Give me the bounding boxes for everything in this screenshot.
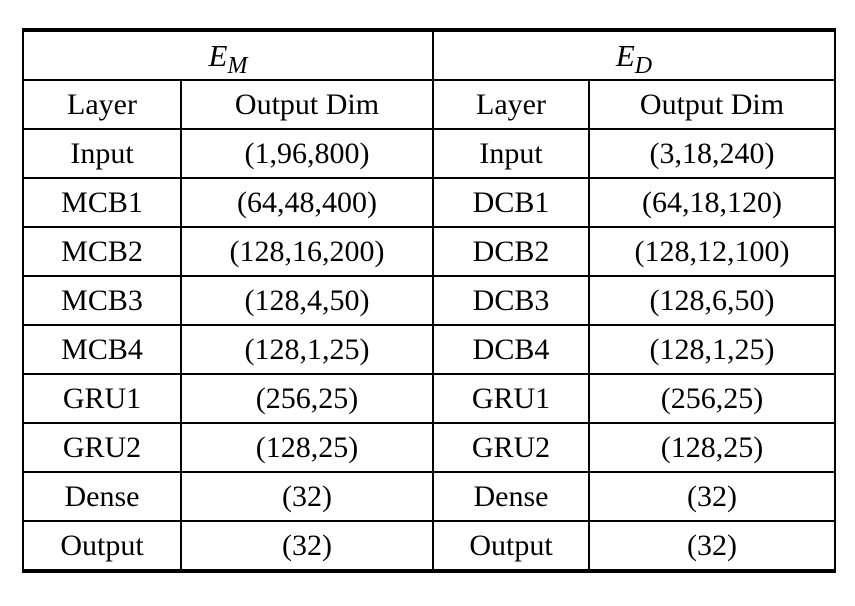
table-row: MCB2 (128,16,200) DCB2 (128,12,100) (22, 226, 836, 277)
table-cell: (32) (180, 471, 434, 522)
encoder-architecture-table: EM ED Layer Output Dim Layer Output Dim … (22, 28, 836, 573)
table-cell: MCB4 (22, 324, 182, 375)
table-cell: Output (432, 520, 590, 572)
table-cell: Dense (22, 471, 182, 522)
table-cell: Dense (432, 471, 590, 522)
table-cell: (64,18,120) (588, 177, 836, 228)
encoder-ed-title: ED (432, 29, 836, 81)
table-cell: Input (22, 128, 182, 179)
table-cell: (128,16,200) (180, 226, 434, 277)
table-cell: (3,18,240) (588, 128, 836, 179)
table-cell: (128,25) (180, 422, 434, 473)
table-cell: GRU2 (22, 422, 182, 473)
table-row: MCB4 (128,1,25) DCB4 (128,1,25) (22, 324, 836, 375)
table-cell: (128,1,25) (588, 324, 836, 375)
table-row: Dense (32) Dense (32) (22, 471, 836, 522)
column-header-layer-right: Layer (432, 79, 590, 130)
table-cell: MCB3 (22, 275, 182, 326)
table-cell: (128,6,50) (588, 275, 836, 326)
table-row: MCB1 (64,48,400) DCB1 (64,18,120) (22, 177, 836, 228)
table-cell: (1,96,800) (180, 128, 434, 179)
table-cell: (32) (180, 520, 434, 572)
table-cell: MCB1 (22, 177, 182, 228)
table-cell: (32) (588, 520, 836, 572)
encoder-ed-sub: D (634, 53, 653, 80)
table-cell: (256,25) (180, 373, 434, 424)
table-cell: (128,4,50) (180, 275, 434, 326)
table-cell: (64,48,400) (180, 177, 434, 228)
encoder-title-row: EM ED (22, 29, 836, 81)
encoder-ed-base: E (615, 38, 635, 73)
table-cell: GRU1 (432, 373, 590, 424)
table-cell: GRU1 (22, 373, 182, 424)
table-row: Output (32) Output (32) (22, 520, 836, 572)
column-header-row: Layer Output Dim Layer Output Dim (22, 79, 836, 130)
table-cell: DCB1 (432, 177, 590, 228)
table-cell: Input (432, 128, 590, 179)
table-cell: (128,25) (588, 422, 836, 473)
table-cell: GRU2 (432, 422, 590, 473)
table-cell: DCB2 (432, 226, 590, 277)
encoder-em-base: E (208, 38, 228, 73)
encoder-em-title: EM (22, 29, 434, 81)
table-cell: (128,12,100) (588, 226, 836, 277)
encoder-em-sub: M (227, 53, 248, 80)
table-row: GRU1 (256,25) GRU1 (256,25) (22, 373, 836, 424)
table-row: Input (1,96,800) Input (3,18,240) (22, 128, 836, 179)
table-cell: (256,25) (588, 373, 836, 424)
table-cell: (128,1,25) (180, 324, 434, 375)
table-body: Input (1,96,800) Input (3,18,240) MCB1 (64,48… (22, 128, 836, 572)
column-header-dim-right: Output Dim (588, 79, 836, 130)
column-header-dim-left: Output Dim (180, 79, 434, 130)
table-cell: DCB4 (432, 324, 590, 375)
table-row: MCB3 (128,4,50) DCB3 (128,6,50) (22, 275, 836, 326)
table-cell: (32) (588, 471, 836, 522)
table-cell: Output (22, 520, 182, 572)
column-header-layer-left: Layer (22, 79, 182, 130)
table-cell: MCB2 (22, 226, 182, 277)
table-row: GRU2 (128,25) GRU2 (128,25) (22, 422, 836, 473)
table-cell: DCB3 (432, 275, 590, 326)
